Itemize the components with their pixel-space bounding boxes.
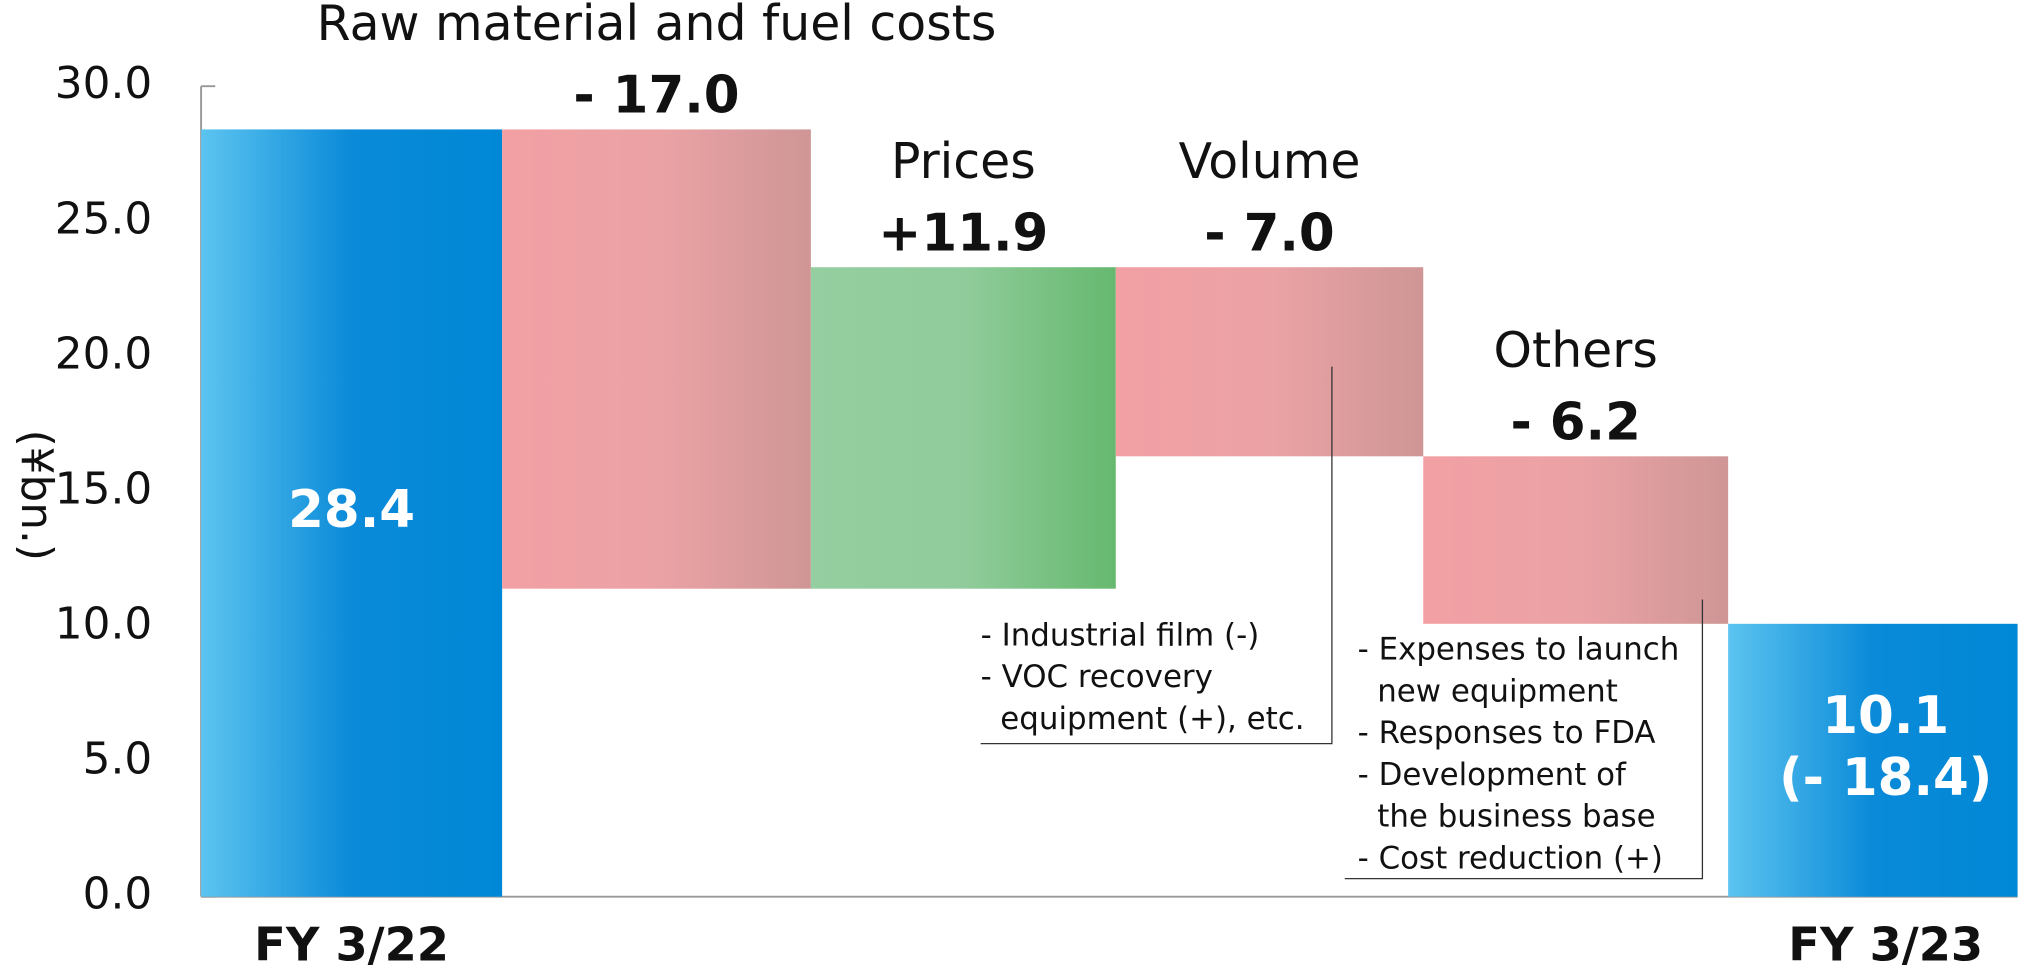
value-label: 28.4 xyxy=(288,480,415,540)
note-line: - Cost reduction (+) xyxy=(1358,841,1663,877)
value-label: - 17.0 xyxy=(573,66,739,126)
bar xyxy=(502,129,811,589)
category-label: Others xyxy=(1494,322,1658,379)
note-line: - Development of xyxy=(1358,757,1627,793)
value-label: - 7.0 xyxy=(1204,203,1334,263)
y-tick-label: 10.0 xyxy=(55,599,152,650)
note-line: - VOC recovery xyxy=(981,659,1213,695)
x-tick-label: FY 3/22 xyxy=(254,918,449,970)
y-tick-label: 20.0 xyxy=(55,328,152,379)
note-line: new equipment xyxy=(1358,673,1618,709)
value-label: 10.1 xyxy=(1822,686,1949,746)
value-label: - 6.2 xyxy=(1510,392,1640,452)
y-axis-label: (¥bn.) xyxy=(11,430,62,561)
y-tick-label: 15.0 xyxy=(55,463,152,514)
bar xyxy=(1115,267,1424,457)
bar xyxy=(201,129,503,897)
bar xyxy=(810,267,1116,589)
note-line: - Industrial film (-) xyxy=(981,617,1260,653)
note-line: - Responses to FDA xyxy=(1358,715,1656,751)
leader-line xyxy=(1344,599,1704,880)
value-label: +11.9 xyxy=(878,203,1048,263)
leader-line xyxy=(980,366,1333,745)
bar xyxy=(1423,456,1729,624)
y-tick-label: 0.0 xyxy=(83,869,153,920)
note-line: equipment (+), etc. xyxy=(981,701,1305,737)
bar xyxy=(1728,623,2018,897)
note-line: the business base xyxy=(1358,799,1656,835)
category-label: Raw material and fuel costs xyxy=(317,0,997,52)
y-tick-label: 30.0 xyxy=(55,58,152,109)
total-change-label: (- 18.4) xyxy=(1779,748,1992,808)
y-tick-label: 25.0 xyxy=(55,193,152,244)
category-label: Prices xyxy=(891,133,1036,190)
note-line: - Expenses to launch xyxy=(1358,631,1680,667)
y-tick-label: 5.0 xyxy=(83,734,153,785)
category-label: Volume xyxy=(1179,133,1361,190)
x-tick-label: FY 3/23 xyxy=(1788,918,1983,970)
